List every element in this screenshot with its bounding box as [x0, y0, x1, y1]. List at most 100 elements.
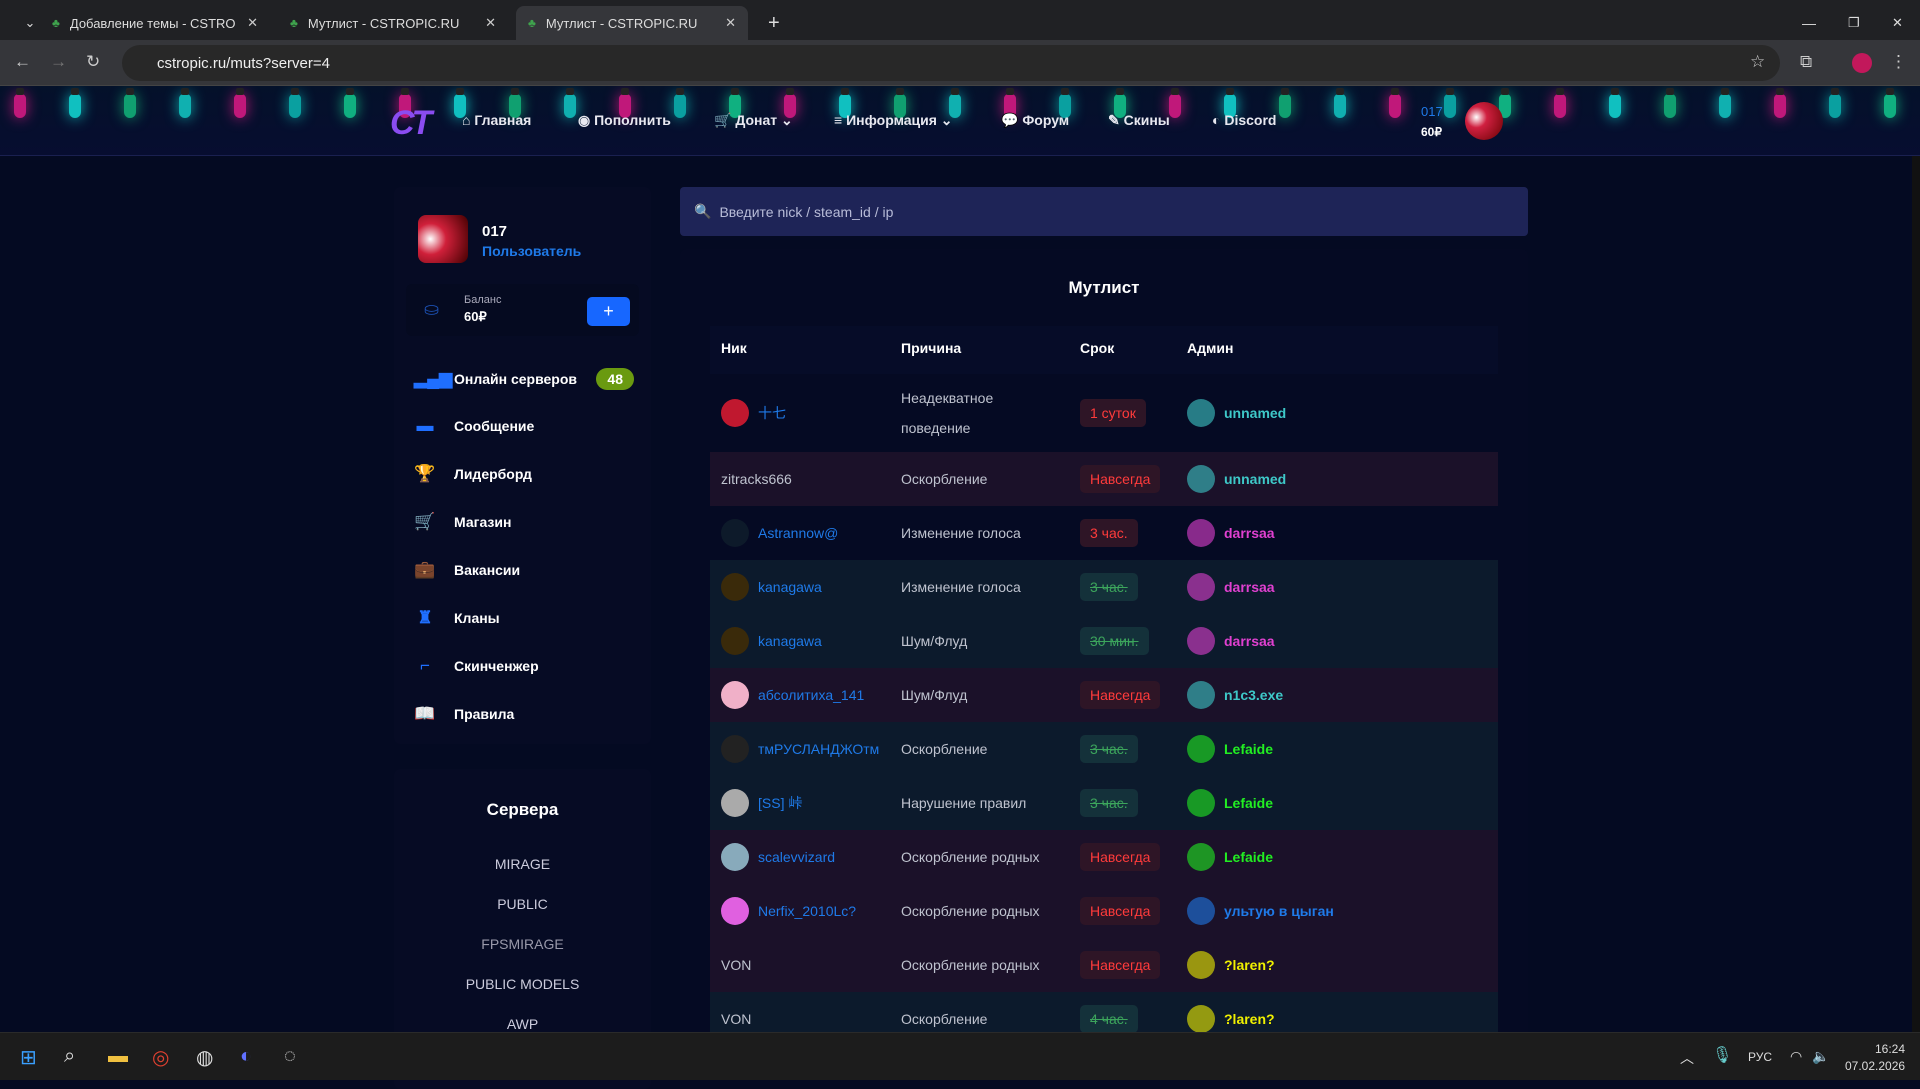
nick-link[interactable]: kanagawa [758, 579, 822, 595]
admin-cell[interactable]: Lefaide [1187, 735, 1273, 763]
admin-link[interactable]: ультую в цыган [1224, 903, 1334, 919]
admin-link[interactable]: Lefaide [1224, 849, 1274, 865]
tab-2[interactable]: ♣ Мутлист - CSTROPIC.RU ✕ [516, 6, 748, 40]
admin-cell[interactable]: ультую в цыган [1187, 897, 1334, 925]
nick-cell[interactable]: Astrannow@ [721, 519, 838, 547]
server-item[interactable]: FPSMIRAGE [481, 936, 564, 952]
sidebar-item-rules[interactable]: 📖 Правила [414, 704, 515, 723]
sidebar-item-online[interactable]: ▂▄▆ Онлайн серверов 48 [414, 368, 634, 390]
sidebar-item-clans[interactable]: ♜ Кланы [414, 608, 499, 628]
tray-chevron-icon[interactable]: ︿ [1680, 1050, 1694, 1066]
nick-link[interactable]: тмРУСЛАНДЖОтм [758, 741, 880, 757]
nick-link[interactable]: 十七 [758, 405, 786, 421]
nav-forum[interactable]: 💬 Форум [1001, 112, 1070, 128]
nick-link[interactable]: scalevvizard [758, 849, 836, 865]
admin-link[interactable]: unnamed [1224, 471, 1287, 487]
admin-cell[interactable]: unnamed [1187, 399, 1286, 427]
server-item[interactable]: PUBLIC [497, 896, 548, 912]
search-icon[interactable]: ⌕ [64, 1045, 76, 1067]
close-icon[interactable]: ✕ [485, 15, 496, 30]
server-item[interactable]: AWP [506, 1016, 539, 1032]
chrome-icon[interactable]: ◎ [152, 1047, 170, 1069]
admin-link[interactable]: n1c3.exe [1224, 687, 1284, 703]
site-logo[interactable]: CT [390, 104, 432, 142]
nick-link[interactable]: VON [721, 957, 752, 973]
nick-cell[interactable]: scalevvizard [721, 843, 835, 871]
nick-cell[interactable]: VON [721, 1011, 751, 1027]
add-balance-button[interactable]: + [587, 297, 630, 326]
app-icon[interactable]: ◌ [284, 1045, 296, 1067]
nick-link[interactable]: VON [721, 1011, 752, 1027]
microphone-icon[interactable]: 🎙 [1712, 1047, 1733, 1064]
restore-button[interactable]: ❐ [1848, 15, 1860, 30]
sidebar-item-skinchanger[interactable]: ⌐ Скинченжер [414, 656, 539, 676]
admin-cell[interactable]: ?laren? [1187, 951, 1275, 979]
bookmark-star-icon[interactable]: ☆ [1750, 52, 1766, 71]
extensions-icon[interactable]: ⧉ [1800, 52, 1813, 71]
nick-link[interactable]: абсолитиха_141 [758, 687, 865, 703]
admin-link[interactable]: Lefaide [1224, 741, 1274, 757]
nick-link[interactable]: zitracks666 [721, 471, 792, 487]
sidebar-item-vacancies[interactable]: 💼 Вакансии [414, 560, 521, 579]
admin-cell[interactable]: darrsaa [1187, 627, 1275, 655]
nick-cell[interactable]: [SS] 峠 [721, 789, 802, 817]
page-scrollbar[interactable] [1912, 156, 1920, 1032]
steam-icon[interactable]: ◍ [196, 1047, 214, 1069]
close-icon[interactable]: ✕ [725, 15, 736, 30]
nick-link[interactable]: kanagawa [758, 633, 822, 649]
admin-cell[interactable]: darrsaa [1187, 573, 1275, 601]
admin-link[interactable]: darrsaa [1224, 579, 1275, 595]
nick-cell[interactable]: kanagawa [721, 573, 822, 601]
nick-cell[interactable]: VON [721, 957, 751, 973]
discord-icon[interactable]: ◐ [240, 1045, 253, 1067]
admin-link[interactable]: darrsaa [1224, 525, 1275, 541]
back-icon[interactable]: ← [14, 52, 31, 71]
clock-time[interactable]: 16:24 [1875, 1042, 1906, 1056]
admin-cell[interactable]: Lefaide [1187, 789, 1273, 817]
admin-link[interactable]: Lefaide [1224, 795, 1274, 811]
reload-icon[interactable]: ↻ [86, 52, 101, 71]
menu-icon[interactable]: ⋮ [1890, 52, 1907, 71]
sidebar-item-shop[interactable]: 🛒 Магазин [414, 512, 512, 531]
tab-search-button[interactable]: ⌄ [24, 15, 36, 30]
tab-0[interactable]: ♣Добавление темы - CSTROPIC.RU✕ [52, 15, 258, 31]
minimize-button[interactable]: — [1802, 15, 1816, 31]
admin-link[interactable]: darrsaa [1224, 633, 1275, 649]
admin-link[interactable]: ?laren? [1224, 957, 1275, 973]
url-input[interactable]: cstropic.ru/muts?server=4 [122, 45, 1780, 81]
server-item[interactable]: PUBLIC MODELS [465, 976, 580, 992]
nav-home[interactable]: ⌂ Главная [462, 112, 532, 128]
server-item[interactable]: MIRAGE [494, 856, 551, 872]
language-indicator[interactable]: РУС [1748, 1050, 1773, 1064]
forward-icon[interactable]: → [50, 52, 67, 71]
header-avatar[interactable] [1465, 102, 1503, 140]
search-input[interactable]: 🔍 Введите nick / steam_id / ip [680, 187, 1528, 236]
nav-info[interactable]: ≡ Информация ⌄ [834, 112, 953, 128]
volume-icon[interactable]: 🔈 [1812, 1048, 1830, 1064]
new-tab-button[interactable]: + [768, 11, 780, 34]
admin-cell[interactable]: ?laren? [1187, 1005, 1275, 1033]
nick-cell[interactable]: абсолитиха_141 [721, 681, 864, 709]
nick-link[interactable]: [SS] 峠 [758, 795, 803, 811]
windows-start-icon[interactable]: ⊞ [20, 1047, 37, 1069]
nick-cell[interactable]: тмРУСЛАНДЖОтм [721, 735, 879, 763]
sidebar-item-messages[interactable]: ▬ Сообщение [414, 416, 535, 436]
nav-topup[interactable]: ◉ Пополнить [578, 112, 671, 128]
nick-link[interactable]: Nerfix_2010Lc? [758, 903, 857, 919]
admin-cell[interactable]: unnamed [1187, 465, 1286, 493]
nick-cell[interactable]: zitracks666 [721, 471, 792, 487]
file-explorer-icon[interactable]: ▬ [108, 1045, 128, 1067]
nick-cell[interactable]: Nerfix_2010Lc? [721, 897, 856, 925]
wifi-icon[interactable]: ◠ [1790, 1048, 1803, 1064]
tab-1[interactable]: ♣ Мутлист - CSTROPIC.RU ✕ [290, 15, 496, 31]
sidebar-item-leaderboard[interactable]: 🏆 Лидерборд [414, 464, 532, 483]
nick-link[interactable]: Astrannow@ [758, 525, 839, 541]
nick-cell[interactable]: 十七 [721, 399, 786, 427]
close-icon[interactable]: ✕ [247, 15, 258, 30]
admin-cell[interactable]: Lefaide [1187, 843, 1273, 871]
clock-date[interactable]: 07.02.2026 [1845, 1059, 1906, 1073]
admin-link[interactable]: unnamed [1224, 405, 1287, 421]
profile-avatar[interactable] [1852, 53, 1872, 73]
window-close-button[interactable]: ✕ [1892, 15, 1903, 30]
header-username[interactable]: 017 [1421, 104, 1443, 119]
